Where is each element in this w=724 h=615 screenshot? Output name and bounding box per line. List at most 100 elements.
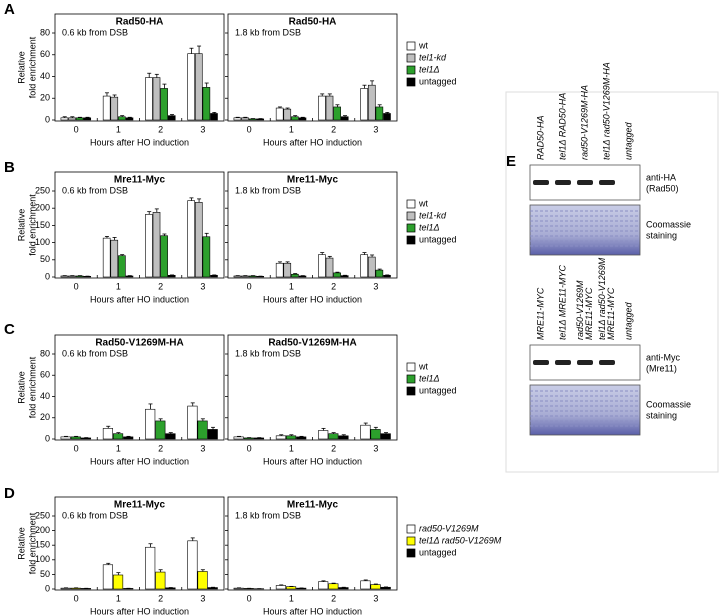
bar — [360, 254, 368, 278]
band — [533, 360, 549, 365]
panel-e-frame — [505, 91, 719, 473]
lane-label: MRE11-MYC — [584, 287, 594, 340]
bar — [318, 95, 326, 121]
legend-swatch — [406, 362, 416, 372]
bar — [243, 437, 254, 440]
x-tick-label: 3 — [200, 124, 205, 134]
bar — [110, 96, 119, 121]
bar — [241, 117, 249, 121]
panel-label: A — [4, 1, 15, 18]
lane-label: MRE11-MYC — [606, 287, 616, 340]
lane-label: tel1Δ RAD50-HA — [557, 93, 567, 160]
band — [555, 360, 571, 365]
bar — [118, 116, 126, 121]
y-axis-label: fold enrichment — [27, 36, 37, 98]
legend-swatch — [406, 548, 416, 558]
bar — [83, 276, 92, 278]
x-tick-label: 0 — [74, 593, 79, 603]
x-tick-label: 0 — [247, 124, 252, 134]
x-axis-label: Hours after HO induction — [263, 606, 362, 615]
lane-label: rad50-V1269M-HA — [579, 85, 589, 160]
bar — [286, 586, 297, 590]
lane-label: tel1Δ MRE11-MYC — [557, 264, 567, 340]
y-axis-label: Relative — [16, 209, 26, 242]
x-tick-label: 3 — [373, 443, 378, 453]
bar — [275, 585, 287, 590]
bar — [256, 276, 265, 278]
bar — [207, 429, 218, 440]
bar — [165, 587, 176, 590]
bar — [60, 587, 71, 590]
bar — [248, 118, 257, 121]
x-tick-label: 0 — [247, 281, 252, 291]
y-tick-label: 50 — [40, 254, 50, 264]
x-tick-label: 1 — [116, 593, 121, 603]
legend-label: tel1-kd — [419, 210, 447, 220]
bar — [338, 587, 349, 590]
y-tick-label: 200 — [35, 525, 50, 535]
chart-title: Rad50-V1269M-HA — [95, 338, 183, 349]
bar — [298, 117, 307, 121]
x-tick-label: 2 — [158, 124, 163, 134]
lane-label: RAD50-HA — [535, 115, 545, 160]
y-tick-label: 50 — [40, 569, 50, 579]
bar — [194, 202, 203, 278]
bar — [328, 583, 339, 590]
band — [599, 360, 615, 365]
x-axis-label: Hours after HO induction — [90, 606, 189, 615]
x-tick-label: 0 — [74, 124, 79, 134]
y-tick-label: 40 — [40, 391, 50, 401]
x-tick-label: 3 — [200, 443, 205, 453]
bar — [367, 84, 376, 121]
x-tick-label: 2 — [331, 593, 336, 603]
x-tick-label: 1 — [116, 281, 121, 291]
bar — [167, 274, 176, 278]
bar — [60, 275, 69, 278]
bar — [145, 77, 153, 121]
x-tick-label: 0 — [74, 443, 79, 453]
bar — [375, 106, 384, 121]
legend-label: wt — [418, 40, 428, 50]
bar — [123, 588, 134, 590]
bar — [202, 87, 211, 121]
legend-label: tel1-kd — [419, 52, 447, 62]
bar — [75, 275, 84, 278]
legend-label: tel1Δ — [419, 373, 440, 383]
bar — [318, 430, 329, 440]
x-tick-label: 2 — [331, 281, 336, 291]
y-tick-label: 60 — [40, 370, 50, 380]
x-tick-label: 2 — [158, 443, 163, 453]
stain-label: Coomassie — [646, 399, 691, 409]
legend-label: tel1Δ — [419, 222, 440, 232]
bar — [233, 275, 242, 278]
bar — [370, 429, 381, 440]
legend-label: wt — [418, 361, 428, 371]
bar — [167, 115, 176, 121]
annotation: 1.8 kb from DSB — [235, 510, 301, 520]
bar — [123, 436, 134, 440]
legend-label: untagged — [419, 76, 457, 86]
bar — [187, 200, 195, 278]
bar — [207, 587, 218, 590]
bar — [145, 408, 156, 440]
panel-label: D — [4, 485, 15, 502]
x-axis-label: Hours after HO induction — [90, 456, 189, 466]
legend-swatch — [406, 211, 416, 221]
bar — [367, 256, 376, 278]
lane-label: untagged — [623, 301, 633, 340]
antibody-label: (Rad50) — [646, 183, 679, 193]
bar — [370, 584, 381, 590]
bar — [241, 275, 249, 278]
legend-label: tel1Δ — [419, 64, 440, 74]
panel-label: C — [4, 321, 15, 338]
bar — [283, 108, 292, 121]
bar — [286, 435, 297, 440]
chart-title: Rad50-V1269M-HA — [268, 338, 356, 349]
legend-label: untagged — [419, 385, 457, 395]
bar — [383, 274, 391, 278]
bar — [296, 587, 307, 590]
band — [533, 180, 549, 185]
legend-swatch — [406, 41, 416, 51]
y-tick-label: 100 — [35, 237, 50, 247]
bar — [210, 274, 218, 278]
